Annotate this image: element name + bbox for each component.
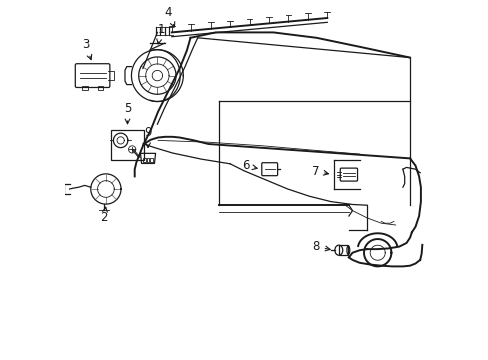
Bar — [98, 86, 103, 90]
Bar — [111, 130, 143, 160]
Bar — [150, 158, 153, 162]
Bar — [142, 158, 145, 162]
Bar — [81, 86, 87, 90]
Text: 6: 6 — [242, 159, 257, 172]
Text: 2: 2 — [100, 207, 108, 224]
Text: 7: 7 — [311, 165, 328, 177]
Text: 1: 1 — [157, 23, 164, 44]
Text: 9: 9 — [144, 126, 151, 148]
Text: 8: 8 — [312, 240, 329, 253]
Text: 4: 4 — [164, 6, 174, 27]
Text: 5: 5 — [123, 102, 131, 124]
Text: 3: 3 — [81, 38, 91, 60]
Bar — [338, 245, 347, 255]
Bar — [146, 158, 149, 162]
